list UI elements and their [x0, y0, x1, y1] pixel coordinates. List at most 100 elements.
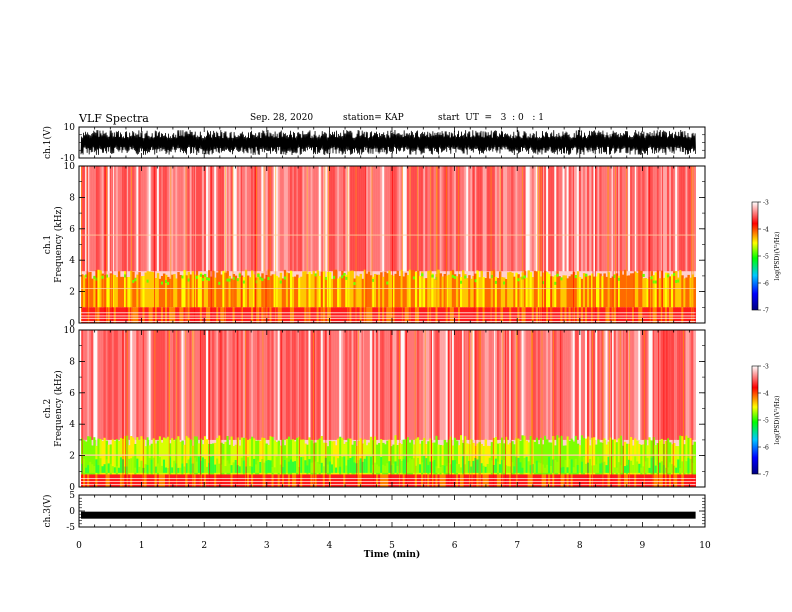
spectrogram-cell [664, 474, 668, 487]
spectrogram-cell [505, 330, 508, 440]
spectrogram-cell [441, 474, 445, 487]
spectrogram-cell [138, 466, 141, 473]
spectrogram-cell [335, 166, 338, 272]
spectrogram-cell [277, 474, 281, 487]
spectrogram-cell [636, 166, 639, 272]
spectrogram-cell [607, 456, 610, 473]
spectrogram-cell [683, 474, 686, 487]
spectrogram-cell [183, 307, 186, 323]
spectrogram-cell [294, 474, 297, 487]
spectrogram-cell [349, 166, 352, 272]
spectrogram-cell [265, 460, 268, 473]
spectrogram-cell [472, 275, 475, 308]
spectrogram-cell [232, 166, 236, 272]
spectrogram-cell [365, 166, 369, 272]
spectrogram-cell [640, 467, 643, 473]
spectrogram-cell [269, 307, 272, 323]
spectrogram-cell [253, 307, 256, 323]
spectrogram-cell [671, 474, 674, 487]
spectrogram-cell [220, 307, 223, 323]
ch2-colorbar-label: log(PSD)(V²/Hz) [774, 396, 781, 445]
spectrogram-cell [242, 437, 246, 475]
colorbar-tick-label: -5 [763, 254, 769, 261]
spectrogram-cell [173, 460, 176, 473]
spectrogram-cell [617, 462, 621, 473]
spectrogram-cell [197, 456, 201, 473]
spectrogram-cell [347, 307, 350, 323]
spectrogram-cell [226, 460, 229, 473]
spectrogram-cell [373, 474, 377, 487]
spectrogram-cell [584, 438, 588, 475]
spectrogram-cell [150, 307, 154, 323]
spectrogram-cell [117, 307, 121, 323]
spectrogram-cell [109, 474, 113, 487]
spectrogram-cell [232, 274, 236, 308]
spectrogram-cell [599, 330, 602, 440]
spectrogram-cell [363, 439, 367, 475]
spectrogram-cell [339, 307, 342, 323]
spectrogram-cell [259, 307, 262, 323]
spectrogram-cell [402, 166, 406, 272]
spectrogram-cell [582, 307, 586, 323]
spectrogram-cell [164, 467, 168, 473]
spectrogram-cell [679, 330, 682, 440]
y-tick-label: 2 [69, 288, 75, 298]
spectrogram-cell [148, 457, 152, 473]
spectrogram-cell [140, 460, 143, 473]
spectrogram-cell [101, 166, 104, 272]
spectrogram-cell [548, 273, 551, 308]
spectrogram-cell [617, 275, 621, 308]
spectrogram-cell [693, 474, 697, 487]
spectrogram-cell [304, 460, 307, 473]
spectrogram-cell [322, 474, 326, 487]
colorbar-tick-label: -4 [763, 391, 769, 398]
spectrogram-cell [478, 277, 481, 308]
spectrogram-cell [93, 330, 96, 440]
spectrogram-cell [310, 462, 313, 473]
spectrogram-cell [578, 330, 582, 440]
spectrogram-cell [257, 272, 260, 308]
spectrogram-cell [95, 459, 98, 473]
spectrogram-cell [335, 307, 338, 323]
spectrogram-cell [603, 461, 606, 473]
spectrogram-cell [410, 474, 414, 487]
spectrogram-cell [177, 330, 180, 440]
spectrogram-cell [521, 467, 524, 473]
spectrogram-cell [640, 270, 643, 308]
spectrogram-cell [406, 275, 410, 308]
spectrogram-cell [673, 443, 676, 475]
spectrogram-cell [304, 474, 307, 487]
spectrogram-cell [107, 444, 111, 475]
spectrogram-cell [289, 459, 293, 473]
spectrogram-cell [271, 467, 274, 473]
spectrogram-cell [572, 441, 576, 475]
spectrogram-cell [89, 461, 92, 473]
spectrogram-cell [513, 276, 516, 308]
spectrogram-cell [240, 275, 244, 308]
spectrogram-cell [605, 166, 608, 272]
spectrogram-cell [357, 276, 361, 308]
spectrogram-cell [322, 166, 326, 272]
spectrogram-cell [541, 281, 545, 285]
spectrogram-cell [287, 166, 291, 272]
spectrogram-cell [232, 330, 236, 440]
spectrogram-cell [134, 443, 137, 475]
spectrogram-cell [496, 330, 500, 440]
spectrogram-cell [580, 461, 584, 473]
spectrogram-cell [283, 276, 287, 280]
spectrogram-cell [273, 166, 277, 272]
spectrogram-cell [457, 274, 461, 308]
spectrogram-cell [222, 474, 225, 487]
spectrogram-cell [648, 330, 651, 440]
spectrogram-cell [595, 330, 598, 440]
spectrogram-cell [500, 166, 504, 272]
spectrogram-cell [666, 272, 670, 308]
spectrogram-cell [199, 460, 203, 473]
spectrogram-cell [359, 474, 363, 487]
spectrogram-cell [652, 280, 656, 284]
spectrogram-cell [185, 463, 188, 473]
spectrogram-cell [214, 474, 217, 487]
spectrogram-cell [382, 276, 385, 308]
spectrogram-cell [328, 461, 332, 473]
spectrogram-cell [578, 166, 582, 272]
